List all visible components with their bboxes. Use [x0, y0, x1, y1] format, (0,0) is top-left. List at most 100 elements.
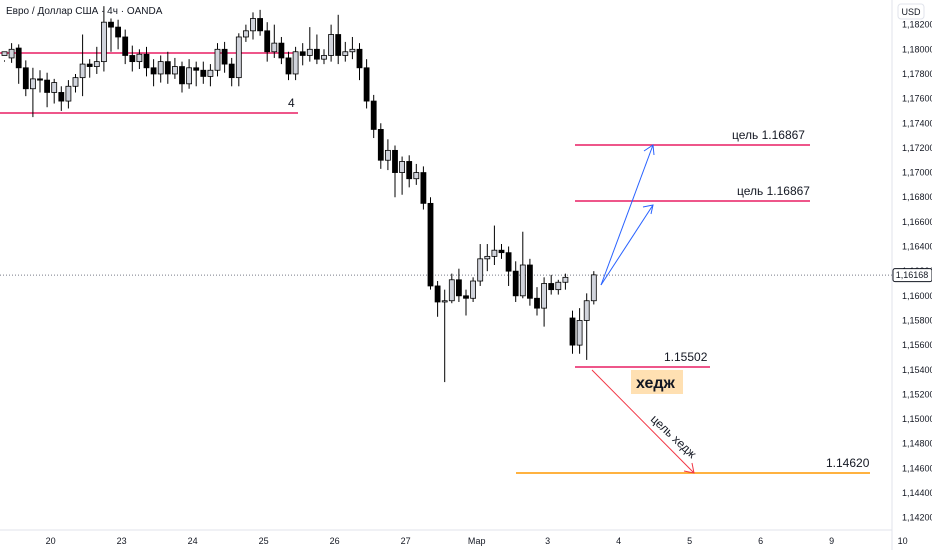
candle[interactable]: [278, 36, 285, 65]
candle[interactable]: [569, 310, 576, 354]
candle[interactable]: [527, 258, 533, 306]
candle[interactable]: [250, 12, 256, 40]
candle[interactable]: [363, 59, 370, 109]
candle[interactable]: [505, 246, 512, 286]
candle[interactable]: [328, 24, 335, 62]
arrow-up-icon[interactable]: [600, 144, 655, 286]
candle[interactable]: [164, 51, 171, 84]
candle[interactable]: [37, 70, 43, 93]
price-tick-label: 1,16000: [902, 291, 932, 301]
candle[interactable]: [101, 6, 107, 72]
candle[interactable]: [108, 18, 114, 52]
candle[interactable]: [313, 34, 320, 65]
candle[interactable]: [8, 43, 15, 63]
candle[interactable]: [534, 287, 540, 316]
candle[interactable]: [79, 34, 86, 97]
candle[interactable]: [51, 78, 58, 104]
candle[interactable]: [136, 49, 143, 70]
candle[interactable]: [299, 43, 306, 66]
candle[interactable]: [406, 155, 413, 188]
candles-series[interactable]: [1, 6, 597, 383]
candle[interactable]: [271, 24, 278, 58]
candle-body: [221, 48, 228, 65]
price-tick-label: 1,14800: [902, 439, 932, 449]
candle[interactable]: [306, 27, 313, 62]
candle[interactable]: [65, 80, 72, 109]
candle[interactable]: [150, 59, 157, 87]
candle[interactable]: [512, 261, 519, 302]
candle[interactable]: [455, 268, 462, 302]
candle[interactable]: [129, 45, 136, 72]
candle[interactable]: [399, 156, 406, 195]
candle[interactable]: [562, 273, 569, 290]
candle[interactable]: [221, 41, 228, 73]
candle-body: [448, 279, 455, 302]
symbol-title[interactable]: Евро / Доллар США · 4ч · OANDA: [6, 6, 163, 17]
candle-body: [562, 276, 569, 283]
candle[interactable]: [413, 163, 420, 185]
candle[interactable]: [122, 29, 129, 65]
candle[interactable]: [519, 231, 526, 299]
candle[interactable]: [257, 9, 264, 36]
candle[interactable]: [285, 51, 292, 81]
candle[interactable]: [427, 197, 434, 290]
candle[interactable]: [356, 43, 363, 81]
price-tick-label: 1,17800: [902, 69, 932, 79]
candle[interactable]: [441, 289, 448, 383]
candle[interactable]: [44, 72, 50, 108]
candle-body: [242, 30, 249, 38]
candle[interactable]: [420, 166, 427, 210]
candle[interactable]: [370, 94, 377, 139]
candle[interactable]: [555, 279, 562, 295]
candle[interactable]: [115, 19, 121, 50]
candle[interactable]: [463, 289, 469, 316]
candle[interactable]: [1, 51, 8, 62]
price-tick-label: 1,18200: [902, 20, 932, 30]
candle[interactable]: [392, 145, 398, 198]
candle[interactable]: [342, 41, 349, 62]
candle[interactable]: [22, 60, 29, 97]
candle[interactable]: [335, 14, 342, 65]
arrow-down-icon[interactable]: [591, 369, 695, 474]
candle-body: [349, 48, 356, 53]
candle-body: [569, 317, 576, 346]
candle[interactable]: [434, 281, 441, 317]
candle[interactable]: [171, 57, 178, 79]
candle[interactable]: [214, 43, 221, 77]
candle[interactable]: [264, 22, 271, 62]
candle[interactable]: [228, 57, 235, 87]
candle[interactable]: [498, 244, 505, 259]
candle[interactable]: [58, 86, 65, 111]
candle[interactable]: [377, 123, 384, 169]
candle[interactable]: [72, 73, 79, 93]
candle[interactable]: [541, 277, 547, 327]
candle[interactable]: [448, 273, 455, 304]
candle[interactable]: [590, 271, 597, 305]
candle[interactable]: [583, 293, 590, 360]
candle[interactable]: [477, 244, 484, 286]
candle[interactable]: [200, 61, 207, 84]
candle[interactable]: [186, 59, 193, 89]
candle[interactable]: [491, 225, 498, 265]
candle[interactable]: [235, 33, 242, 87]
candle[interactable]: [576, 308, 583, 354]
candle[interactable]: [86, 59, 93, 78]
candle[interactable]: [15, 44, 22, 84]
candle[interactable]: [548, 274, 555, 295]
candle[interactable]: [193, 61, 200, 87]
candle[interactable]: [470, 277, 477, 302]
candle[interactable]: [384, 139, 391, 171]
candle[interactable]: [29, 67, 36, 118]
candle[interactable]: [292, 46, 299, 81]
candle[interactable]: [157, 55, 164, 83]
candle[interactable]: [349, 36, 356, 60]
currency-button[interactable]: USD: [897, 3, 925, 20]
candle[interactable]: [93, 46, 100, 74]
candle[interactable]: [179, 61, 185, 93]
candle[interactable]: [242, 24, 249, 42]
candle[interactable]: [484, 244, 491, 272]
candle[interactable]: [143, 46, 150, 77]
candle[interactable]: [321, 49, 327, 65]
candle[interactable]: [207, 64, 214, 87]
